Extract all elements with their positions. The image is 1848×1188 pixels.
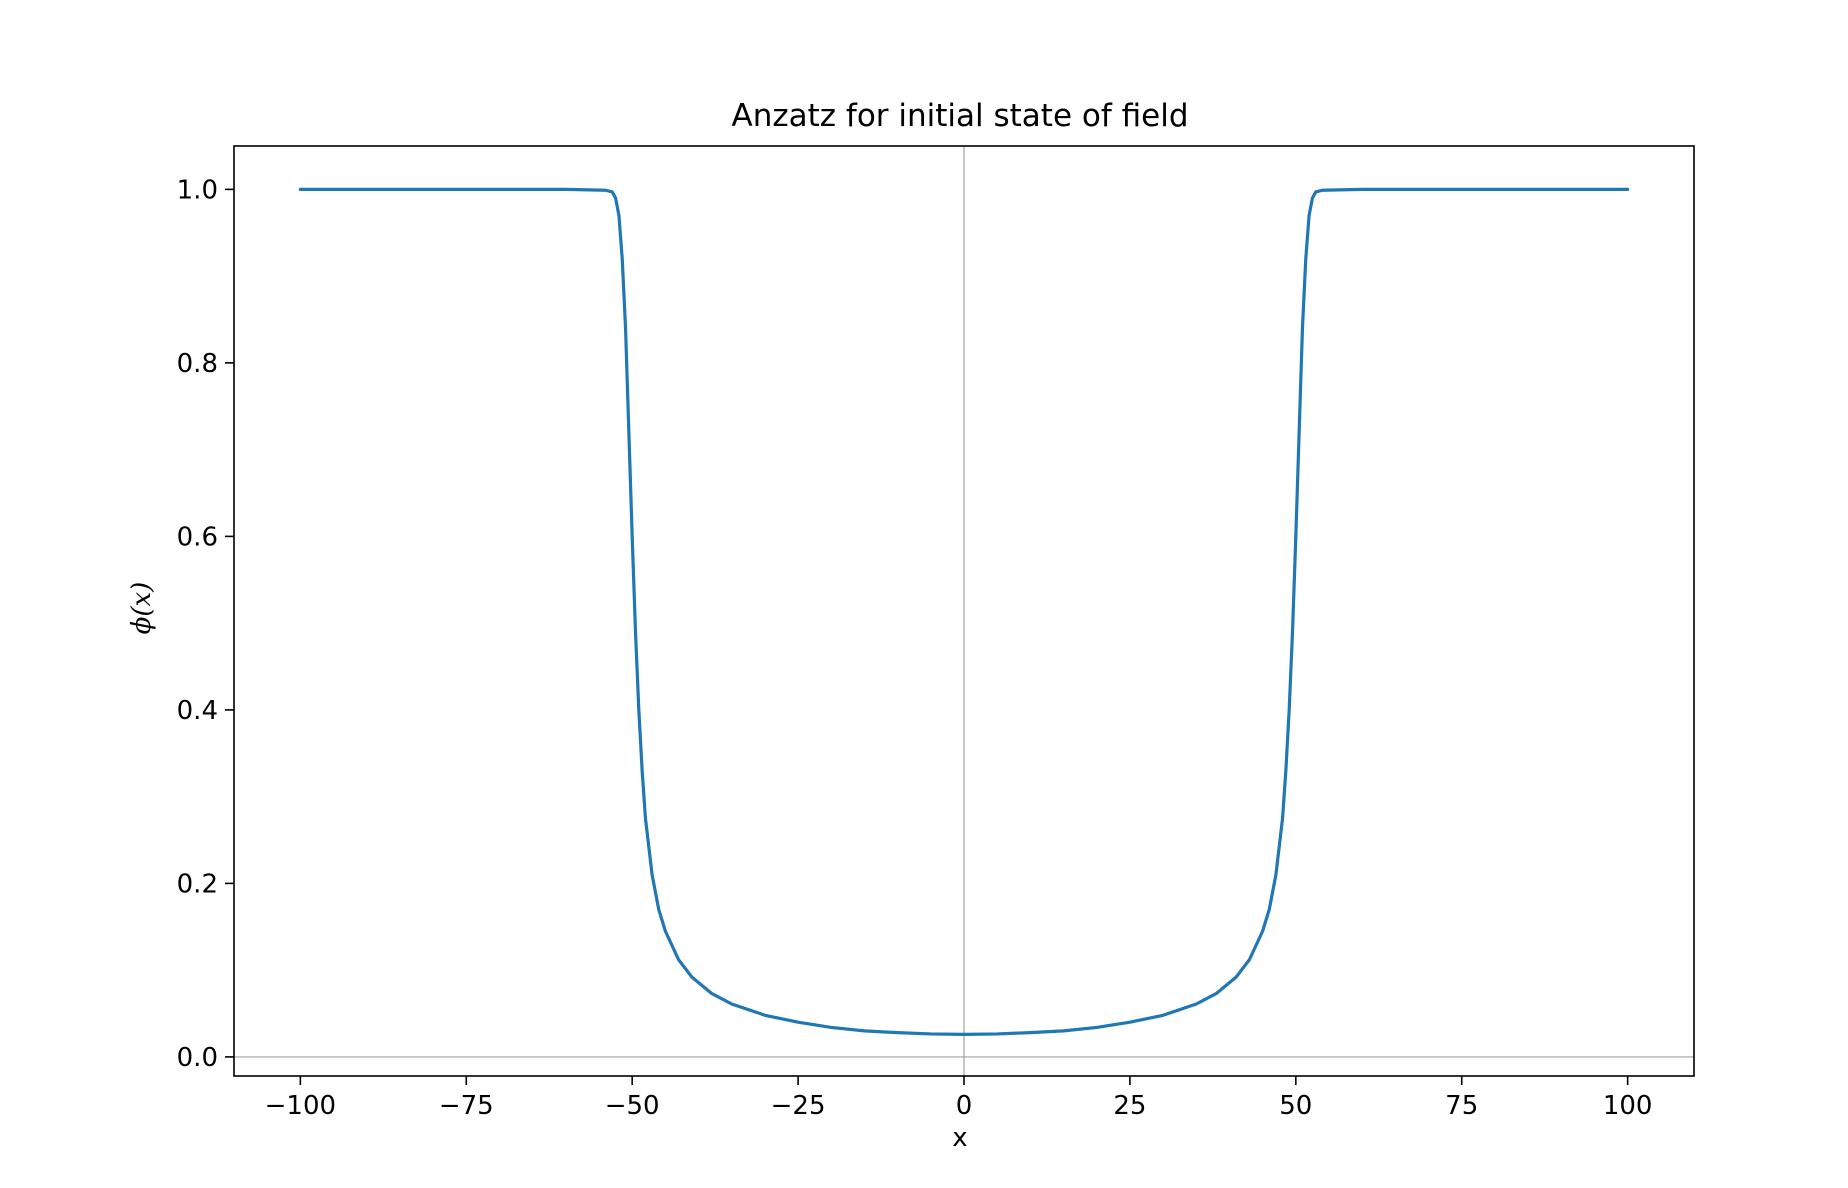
x-axis-label: x bbox=[952, 1123, 967, 1153]
x-tick-label: 25 bbox=[1113, 1091, 1146, 1121]
x-tick-label: −75 bbox=[439, 1091, 494, 1121]
x-tick-label: 50 bbox=[1279, 1091, 1312, 1121]
x-tick-label: −25 bbox=[771, 1091, 826, 1121]
y-tick-label: 0.0 bbox=[177, 1043, 218, 1073]
y-tick-label: 0.4 bbox=[177, 696, 218, 726]
x-axis: −100 −75 −50 −25 0 25 50 75 100 bbox=[265, 1076, 1653, 1121]
series-line bbox=[298, 187, 1630, 1036]
x-tick-label: 75 bbox=[1445, 1091, 1478, 1121]
y-tick-label: 0.8 bbox=[177, 349, 218, 379]
y-tick-label: 0.6 bbox=[177, 522, 218, 552]
x-tick-label: 0 bbox=[956, 1091, 973, 1121]
x-tick-label: −50 bbox=[605, 1091, 660, 1121]
y-tick-label: 0.2 bbox=[177, 869, 218, 899]
x-tick-label: 100 bbox=[1603, 1091, 1653, 1121]
y-axis-label: ϕ(x) bbox=[127, 582, 157, 635]
y-axis: 0.0 0.2 0.4 0.6 0.8 1.0 bbox=[177, 175, 234, 1073]
x-tick-label: −100 bbox=[265, 1091, 336, 1121]
chart-title: Anzatz for initial state of field bbox=[732, 98, 1189, 134]
y-tick-label: 1.0 bbox=[177, 175, 218, 205]
